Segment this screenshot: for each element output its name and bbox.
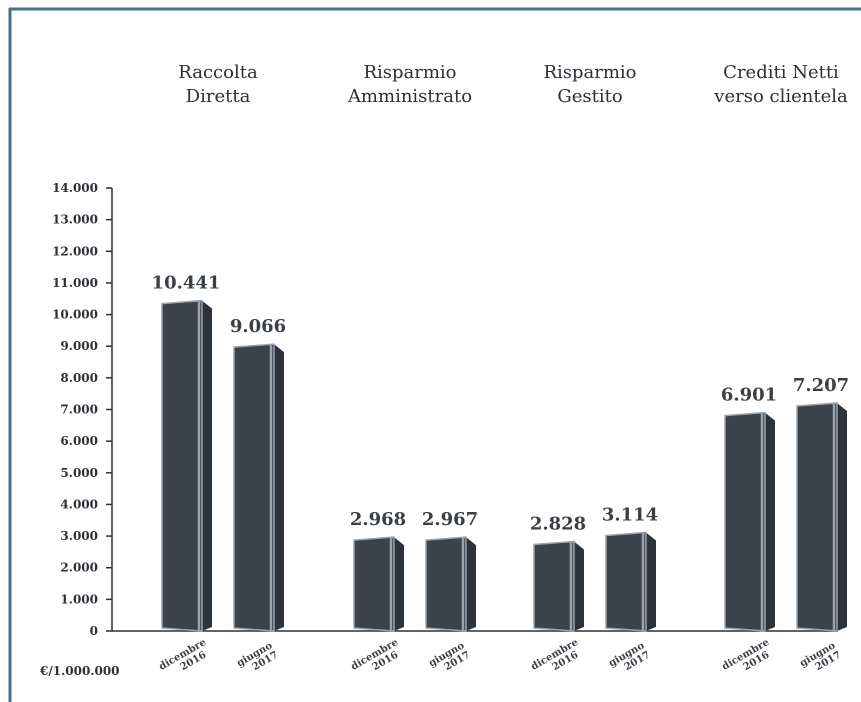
y-tick-label: 2.000: [60, 561, 98, 575]
bar-front: [796, 402, 838, 632]
category-label: dicembre2016: [529, 637, 585, 682]
bar: [796, 402, 847, 632]
value-label: 9.066: [230, 316, 286, 337]
bar-front: [233, 343, 275, 632]
unit-label: €/1.000.000: [39, 664, 120, 678]
group-title-line: Amministrato: [347, 86, 472, 107]
y-tick-label: 0: [90, 624, 98, 638]
y-tick-label: 5.000: [60, 466, 98, 480]
value-label: 6.901: [721, 385, 777, 406]
category-labels: dicembre2016 giugno2017 dicembre2016 giugno…: [157, 637, 843, 682]
bar-front: [533, 540, 575, 632]
category-label: giugno2017: [798, 640, 843, 679]
bar-front: [724, 411, 766, 632]
y-tick-label: 4.000: [60, 497, 98, 511]
group-title-line: Gestito: [557, 86, 622, 107]
bar-side: [574, 541, 584, 631]
bar: [605, 531, 656, 632]
y-axis: 0 1.000 2.000 3.000 4.000 5.000 6.000 7.000 8.00…: [52, 181, 113, 638]
y-tick-label: 8.000: [60, 371, 98, 385]
bar: [161, 299, 212, 632]
category-label: giugno2017: [607, 640, 652, 679]
group-title: Raccolta Diretta: [178, 62, 258, 107]
y-tick-label: 13.000: [52, 213, 98, 227]
y-tick-label: 14.000: [52, 181, 98, 195]
y-tick-label: 9.000: [60, 339, 98, 353]
y-tick-label: 6.000: [60, 434, 98, 448]
group-title: Crediti Netti verso clientela: [713, 62, 848, 107]
category-label: dicembre2016: [720, 637, 776, 682]
bar-side: [394, 537, 404, 631]
category-label: dicembre2016: [349, 637, 405, 682]
value-label: 2.968: [350, 509, 406, 530]
group-title-line: Raccolta: [178, 62, 258, 83]
bar: [353, 536, 404, 632]
bar-front: [161, 299, 203, 632]
y-tick-label: 3.000: [60, 529, 98, 543]
y-tick-label: 10.000: [52, 308, 98, 322]
y-tick-label: 1.000: [60, 592, 98, 606]
group-title-line: Crediti Netti: [723, 62, 839, 83]
value-label: 3.114: [602, 504, 658, 525]
bar: [533, 540, 584, 632]
category-label: giugno2017: [235, 640, 280, 679]
bar: [724, 411, 775, 632]
value-label: 2.967: [422, 509, 478, 530]
group-title-line: Risparmio: [363, 62, 456, 83]
value-label: 10.441: [152, 273, 221, 294]
value-label: 2.828: [530, 514, 586, 535]
bar-front: [353, 536, 395, 632]
bar: [425, 536, 476, 632]
bar-front: [425, 536, 467, 632]
category-label: giugno2017: [427, 640, 472, 679]
bar-side: [202, 300, 212, 631]
group-title-line: verso clientela: [713, 86, 848, 107]
bar-side: [466, 537, 476, 631]
value-label: 7.207: [793, 375, 849, 396]
bar-front: [605, 531, 647, 632]
bar-side: [646, 532, 656, 631]
bars: [161, 299, 847, 632]
bar-side: [765, 412, 775, 631]
bar-side: [837, 402, 847, 631]
value-labels: 10.441 9.066 2.968 2.967 2.828 3.114 6.901 7.20…: [152, 273, 850, 535]
y-tick-label: 12.000: [52, 244, 98, 258]
bar-side: [274, 344, 284, 631]
group-title-line: Risparmio: [543, 62, 636, 83]
group-title: Risparmio Gestito: [543, 62, 636, 107]
y-tick-label: 7.000: [60, 403, 98, 417]
y-tick-label: 11.000: [52, 276, 98, 290]
bar: [233, 343, 284, 632]
group-title-line: Diretta: [186, 86, 251, 107]
group-title: Risparmio Amministrato: [347, 62, 472, 107]
category-label: dicembre2016: [157, 637, 213, 682]
